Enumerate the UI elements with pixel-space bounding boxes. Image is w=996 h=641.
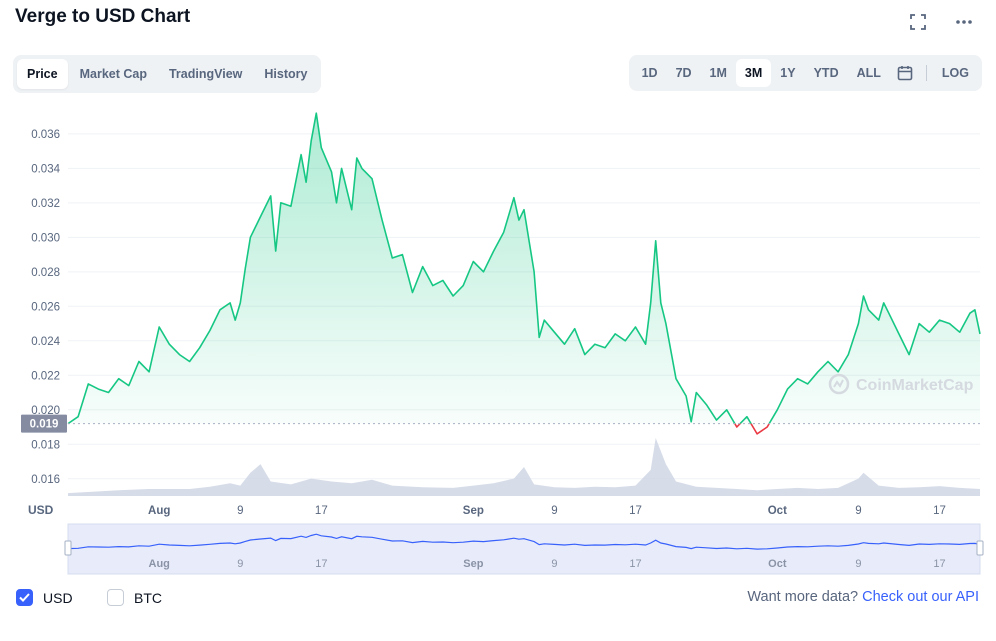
current-price-badge [21,414,67,433]
tab-market-cap[interactable]: Market Cap [79,67,147,81]
fullscreen-icon[interactable] [908,12,928,32]
y-tick-label: 0.030 [31,232,60,244]
range-all[interactable]: ALL [856,66,881,80]
calendar-icon[interactable] [890,65,920,81]
coinmarketcap-watermark: CoinMarketCap [828,373,974,395]
volume-bars [68,438,980,496]
y-tick-label: 0.022 [31,370,60,382]
btc-checkbox[interactable]: BTC [107,589,162,606]
log-scale-toggle[interactable]: LOG [941,66,969,80]
chart-footer: USD BTC Want more data? Check out our AP… [0,584,996,614]
chart-type-tabs: Price Market Cap TradingView History [13,55,322,93]
y-tick-label: 0.028 [31,267,60,279]
btc-check-box[interactable] [107,589,124,606]
navigator-tick-label: Aug [149,558,170,570]
range-1m[interactable]: 1M [709,66,727,80]
x-tick-label: 9 [237,505,243,517]
y-tick-label: 0.026 [31,301,60,313]
x-tick-label: 9 [855,505,861,517]
tab-price[interactable]: Price [17,59,68,89]
x-tick-label: 17 [315,505,328,517]
tab-tradingview[interactable]: TradingView [168,67,243,81]
y-tick-label: 0.036 [31,129,60,141]
navigator-tick-label: 17 [629,558,641,570]
price-chart[interactable]: 0.016 0.018 0.020 0.022 0.024 0.026 0.028 0.030… [0,100,996,580]
navigator-tick-label: Sep [463,558,483,570]
navigator-tick-label: Oct [768,558,787,570]
y-tick-label: 0.018 [31,439,60,451]
more-dots-icon[interactable] [954,12,974,32]
api-prompt: Want more data? [747,589,859,605]
y-tick-label: 0.032 [31,198,60,210]
range-1y[interactable]: 1Y [780,66,796,80]
usd-check-box[interactable] [16,589,33,606]
range-navigator[interactable]: Aug 9 17 Sep 9 17 Oct 9 17 [64,523,984,575]
navigator-handle-left [64,540,72,556]
navigator-tick-label: 9 [855,558,861,570]
usd-checkbox[interactable]: USD [16,589,73,606]
y-tick-label: 0.016 [31,474,60,486]
usd-label: USD [43,589,73,606]
y-tick-label: 0.034 [31,163,60,175]
time-range-selector: 1D 7D 1M 3M 1Y YTD ALL LOG [628,55,982,91]
navigator-tick-label: 17 [933,558,945,570]
page-title: Verge to USD Chart [15,6,191,27]
tab-history[interactable]: History [264,67,308,81]
y-tick-label: 0.020 [31,405,60,417]
range-1d[interactable]: 1D [641,66,658,80]
price-line-up [67,112,981,424]
x-axis: Aug 9 17 Sep 9 17 Oct 9 17 [148,505,946,517]
range-ytd[interactable]: YTD [813,66,839,80]
navigator-tick-label: 17 [315,558,327,570]
range-7d[interactable]: 7D [675,66,692,80]
x-tick-label: Oct [768,505,787,517]
navigator-tick-label: 9 [237,558,243,570]
x-tick-label: 17 [933,505,946,517]
navigator-tick-label: 9 [551,558,557,570]
price-area [68,113,980,424]
navigator-line [67,533,981,550]
x-tick-label: 9 [551,505,557,517]
chart-actions [908,12,974,32]
navigator-handle-right [976,540,984,556]
range-3m[interactable]: 3M [735,59,772,87]
x-tick-label: Aug [148,505,170,517]
currency-axis-label: USD [28,503,54,517]
price-line [67,112,981,435]
x-tick-label: Sep [463,505,484,517]
range-divider [925,65,927,81]
baseline: 0.019 [21,414,980,433]
watermark-text: CoinMarketCap [856,377,974,394]
y-axis: 0.016 0.018 0.020 0.022 0.024 0.026 0.028 0.030… [31,129,60,486]
price-fill [68,113,980,424]
api-promo: Want more data? Check out our API [747,589,979,605]
api-link[interactable]: Check out our API [862,589,979,605]
y-tick-label: 0.024 [31,336,60,348]
x-tick-label: 17 [629,505,642,517]
current-price-label: 0.019 [30,419,59,431]
navigator-window [67,523,981,575]
btc-label: BTC [134,589,162,606]
volume-area [68,438,980,496]
